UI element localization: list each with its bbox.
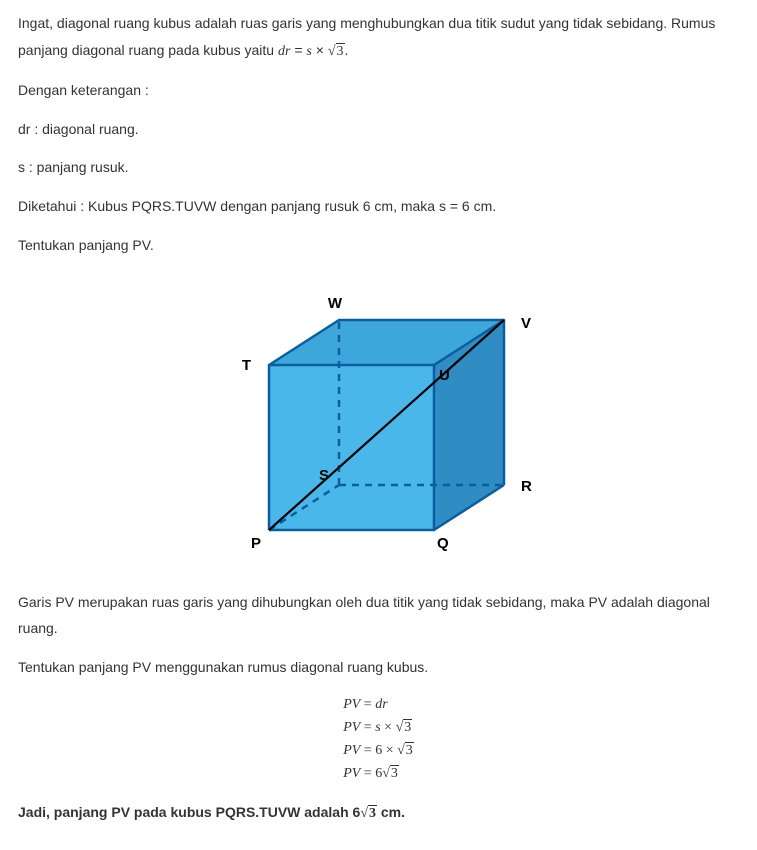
equation-line-4: PV = 6√3 [343,762,414,785]
label-u: U [439,367,450,384]
var-dr: dr [278,44,290,59]
final-answer: Jadi, panjang PV pada kubus PQRS.TUVW ad… [18,799,739,828]
label-w: W [327,295,342,312]
paragraph-intro: Ingat, diagonal ruang kubus adalah ruas … [18,10,739,65]
cube-front-face [269,365,434,530]
paragraph-pv-desc: Garis PV merupakan ruas garis yang dihub… [18,589,739,642]
equation-line-2: PV = s × √3 [343,716,414,739]
paragraph-tentukan: Tentukan panjang PV. [18,232,739,259]
paragraph-dr: dr : diagonal ruang. [18,116,739,143]
paragraph-keterangan: Dengan keterangan : [18,77,739,104]
equation-line-1: PV = dr [343,693,414,716]
paragraph-diketahui: Diketahui : Kubus PQRS.TUVW dengan panja… [18,193,739,220]
label-t: T [241,357,250,374]
equation-block: PV = dr PV = s × √3 PV = 6 × √3 PV = 6√3 [343,693,414,785]
cube-diagram: W V T U S R P Q [18,270,739,579]
label-p: P [250,535,260,552]
text: . [345,42,349,58]
label-r: R [521,478,532,495]
paragraph-pv-calc: Tentukan panjang PV menggunakan rumus di… [18,654,739,681]
sqrt-3: √3 [328,43,345,59]
label-v: V [521,315,531,332]
label-q: Q [437,535,449,552]
text: × [312,42,328,58]
paragraph-s: s : panjang rusuk. [18,154,739,181]
text: Ingat, diagonal ruang kubus adalah ruas … [18,15,715,58]
equation-line-3: PV = 6 × √3 [343,739,414,762]
label-s: S [318,467,328,484]
text: = [290,42,306,58]
